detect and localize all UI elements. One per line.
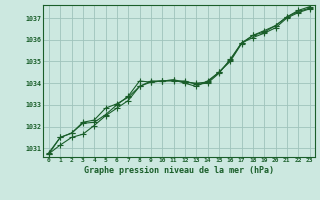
X-axis label: Graphe pression niveau de la mer (hPa): Graphe pression niveau de la mer (hPa) [84, 166, 274, 175]
